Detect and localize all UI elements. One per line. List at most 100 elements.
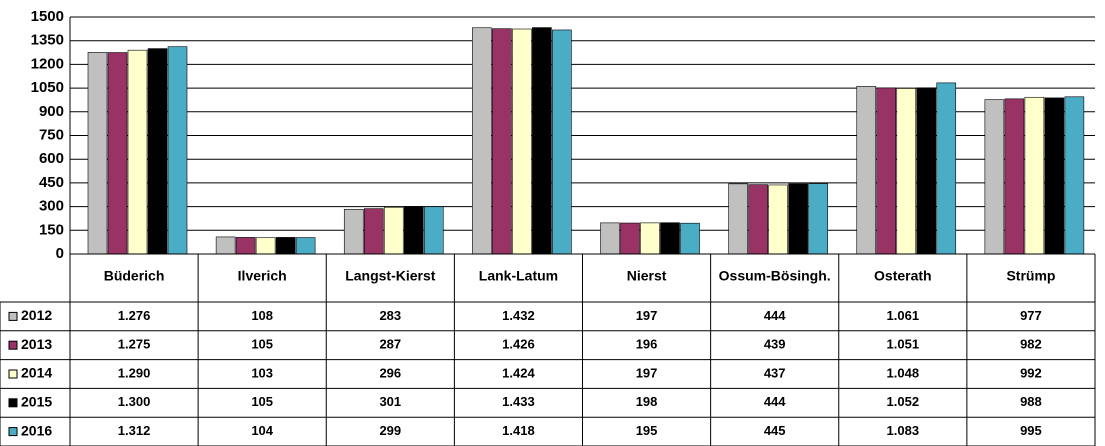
bar [748, 184, 768, 255]
table-value: 1.275 [118, 337, 151, 352]
table-value: 283 [379, 308, 401, 323]
legend-swatch [8, 427, 18, 437]
bar [383, 206, 404, 255]
x-tick-label: Ilverich [238, 268, 287, 284]
x-tick-label: Nierst [627, 268, 667, 284]
table-value: 197 [636, 308, 658, 323]
bar [167, 46, 188, 255]
bar [512, 28, 532, 255]
bar [984, 99, 1005, 255]
table-value: 1.424 [502, 365, 535, 380]
table-value: 301 [379, 394, 401, 409]
table-value: 196 [636, 337, 658, 352]
table-value: 105 [251, 337, 273, 352]
bar [127, 49, 148, 255]
legend-swatch [8, 311, 18, 321]
bar [492, 28, 512, 255]
bar [1024, 96, 1045, 255]
bar [808, 183, 828, 255]
table-value: 198 [636, 394, 658, 409]
x-tick-label: Ossum-Bösingh. [719, 268, 831, 284]
bar [1004, 98, 1025, 255]
bar [107, 52, 128, 255]
bar [275, 237, 296, 255]
y-tick-label: 300 [39, 198, 64, 215]
table-value: 1.312 [118, 423, 151, 438]
y-tick-label: 900 [39, 103, 64, 120]
table-value: 299 [379, 423, 401, 438]
bar [1064, 96, 1085, 255]
table-value: 1.048 [887, 365, 920, 380]
y-tick-label: 1350 [31, 32, 64, 49]
bar [680, 222, 700, 255]
bar [235, 237, 256, 255]
table-value: 1.418 [502, 423, 535, 438]
table-value: 1.052 [887, 394, 920, 409]
table-value: 988 [1020, 394, 1042, 409]
table-value: 1.433 [502, 394, 535, 409]
bar [768, 184, 788, 255]
bar [788, 183, 808, 255]
table-value: 444 [764, 308, 786, 323]
table-value: 1.083 [887, 423, 920, 438]
table-value: 105 [251, 394, 273, 409]
bar [876, 87, 897, 255]
legend-label: 2013 [21, 336, 52, 352]
legend-swatch [8, 398, 18, 408]
table-value: 1.276 [118, 308, 151, 323]
bar [936, 82, 957, 255]
table-value: 108 [251, 308, 273, 323]
bar [215, 236, 236, 255]
legend-swatch [8, 369, 18, 379]
table-value: 103 [251, 365, 273, 380]
table-value: 1.426 [502, 337, 535, 352]
table-value: 1.051 [887, 337, 920, 352]
bar [856, 86, 877, 255]
table-value: 444 [764, 394, 786, 409]
x-tick-label: Lank-Latum [479, 268, 558, 284]
bar [600, 222, 620, 255]
table-value: 1.300 [118, 394, 151, 409]
bar [728, 183, 748, 255]
table-value: 195 [636, 423, 658, 438]
legend-label: 2016 [21, 422, 52, 438]
bar [87, 52, 108, 255]
y-tick-label: 1200 [31, 55, 64, 72]
legend-label: 2012 [21, 307, 52, 323]
bar [343, 208, 364, 255]
table-value: 1.061 [887, 308, 920, 323]
bar [147, 48, 168, 255]
table-value: 1.290 [118, 365, 151, 380]
table-value: 437 [764, 365, 786, 380]
bar [403, 206, 424, 255]
y-tick-label: 450 [39, 174, 64, 191]
table-value: 1.432 [502, 308, 535, 323]
y-tick-label: 600 [39, 150, 64, 167]
bar [532, 27, 552, 255]
y-tick-label: 1500 [31, 8, 64, 25]
bar [660, 222, 680, 255]
x-tick-label: Osterath [874, 268, 932, 284]
table-value: 982 [1020, 337, 1042, 352]
bar [295, 237, 316, 255]
table-value: 445 [764, 423, 786, 438]
table-value: 104 [251, 423, 273, 438]
table-value: 977 [1020, 308, 1042, 323]
table-value: 287 [379, 337, 401, 352]
table-value: 439 [764, 337, 786, 352]
x-tick-label: Langst-Kierst [345, 268, 436, 284]
table-value: 197 [636, 365, 658, 380]
legend-label: 2015 [21, 394, 52, 410]
bar [255, 237, 276, 255]
bar [363, 208, 384, 255]
x-tick-label: Büderich [104, 268, 165, 284]
table-value: 992 [1020, 365, 1042, 380]
y-tick-label: 0 [56, 245, 64, 262]
y-tick-label: 150 [39, 221, 64, 238]
bar [916, 87, 937, 255]
bar [1044, 97, 1065, 255]
table-value: 995 [1020, 423, 1042, 438]
bar [552, 29, 572, 255]
legend-swatch [8, 340, 18, 350]
